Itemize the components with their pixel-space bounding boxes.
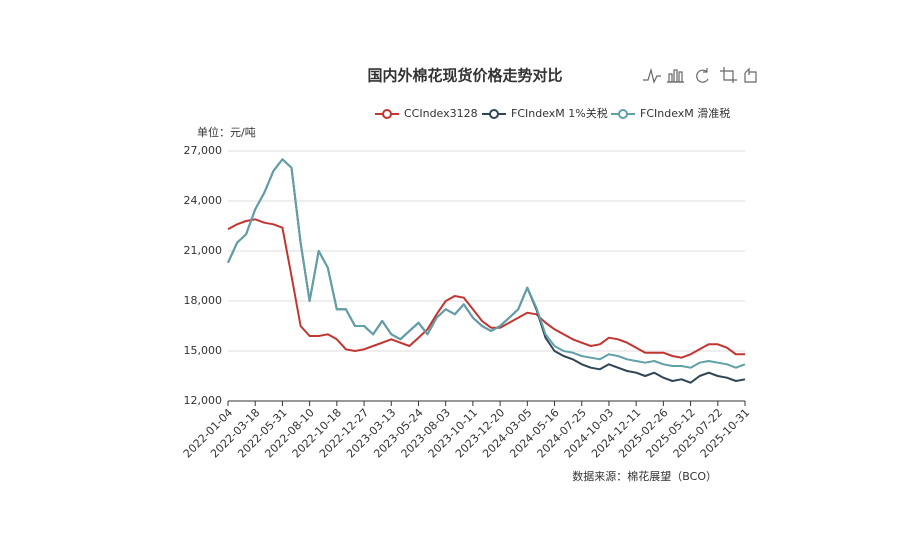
legend-label: FCIndexM 1%关税 — [511, 106, 608, 120]
zoom-reset-button[interactable] — [744, 67, 757, 83]
y-tick-label: 15,000 — [184, 344, 223, 357]
bar-view-button[interactable] — [667, 69, 684, 83]
legend-item[interactable]: FCIndexM 1%关税 — [482, 106, 608, 120]
chart-title: 国内外棉花现货价格走势对比 — [367, 67, 562, 85]
zoom-button[interactable] — [720, 67, 737, 83]
toolbox — [643, 67, 757, 84]
legend-label: CCIndex3128 — [404, 107, 478, 120]
legend-item[interactable]: FCIndexM 滑准税 — [611, 106, 730, 120]
legend-item[interactable]: CCIndex3128 — [375, 107, 478, 120]
legend-marker — [489, 109, 499, 119]
legend-marker — [618, 109, 628, 119]
series-line — [227, 158, 746, 369]
y-tick-label: 27,000 — [184, 144, 223, 157]
y-tick-label: 24,000 — [184, 194, 223, 207]
restore-button[interactable] — [696, 68, 709, 83]
line-view-button[interactable] — [643, 67, 661, 84]
legend-label: FCIndexM 滑准税 — [640, 106, 730, 120]
y-tick-label: 12,000 — [184, 394, 223, 407]
source-note: 数据来源：棉花展望（BCO） — [572, 469, 717, 483]
y-tick-label: 18,000 — [184, 294, 223, 307]
y-axis-unit: 单位：元/吨 — [197, 125, 256, 139]
y-tick-label: 21,000 — [184, 244, 223, 257]
legend-marker — [382, 109, 392, 119]
series-line — [227, 218, 745, 359]
